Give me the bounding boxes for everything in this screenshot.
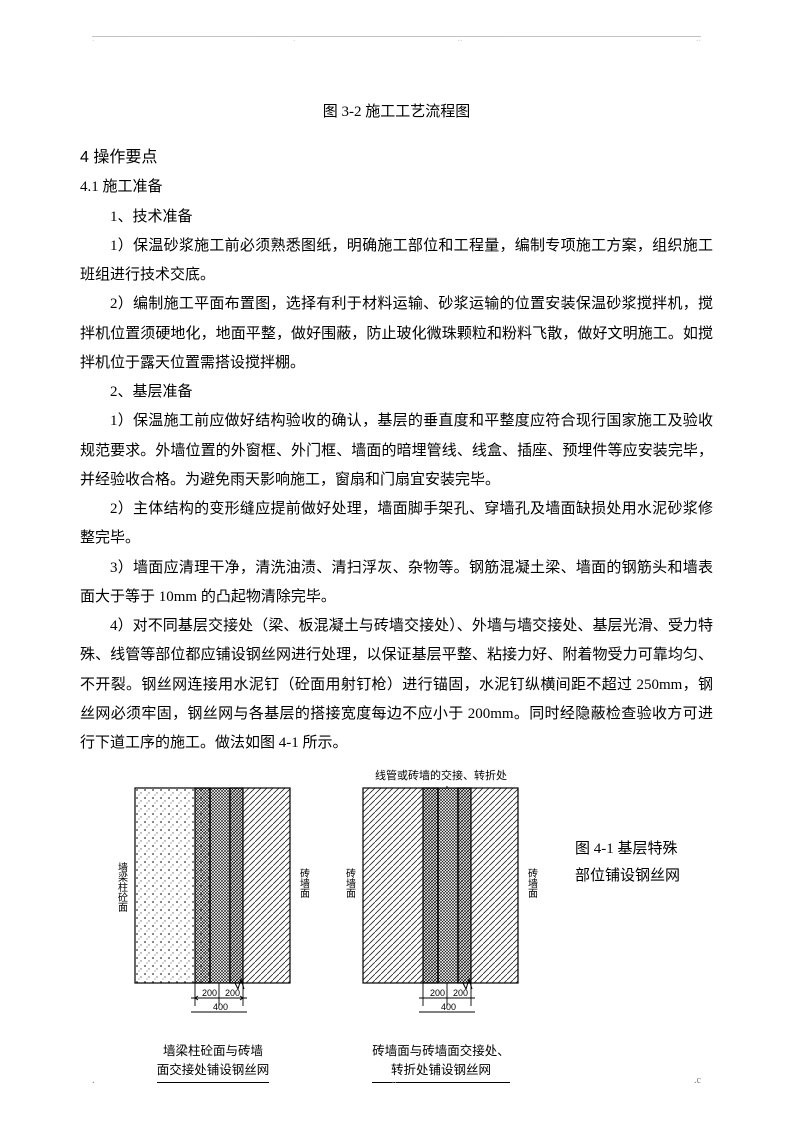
label-right: 砖墙面 [297,867,309,899]
figure-top-annotation: 线管或砖墙的交接、转折处 [375,766,507,782]
paragraph: 2）主体结构的变形缝应提前做好处理，墙面脚手架孔、穿墙孔及墙面缺损处用水泥砂浆修… [80,495,713,554]
section-4-heading: 4 操作要点 [80,142,713,173]
footer-dot: . [92,1071,95,1091]
figure-caption-3-2: 图 3-2 施工工艺流程图 [80,98,713,127]
header-dot: . [293,29,296,49]
diagram-right: 200 200 400 砖墙面 砖墙面 [341,784,541,1032]
label-left: 墙梁柱砼面 [115,861,127,913]
dim-200: 200 [430,988,445,998]
header-rule: . . .. .. [92,36,701,38]
label-left: 砖墙面 [343,867,355,899]
caption-line: 墙梁柱砼面与砖墙 [163,1044,263,1058]
paragraph: 2）编制施工平面布置图，选择有利于材料运输、砂浆运输的位置安装保温砂浆搅拌机，搅… [80,290,713,378]
paragraph: 1）保温施工前应做好结构验收的确认，基层的垂直度和平整度应符合现行国家施工及验收… [80,407,713,495]
figure-4-1-caption: 图 4-1 基层特殊 部位铺设钢丝网 [575,836,680,890]
footer-dot: .c [694,1071,701,1091]
header-dot: .. [457,29,462,49]
dim-200: 200 [225,988,240,998]
footer: . .. .c [92,1071,701,1091]
paragraph: 1）保温砂浆施工前必须熟悉图纸，明确施工部位和工程量，编制专项施工方案，组织施工… [80,232,713,291]
content: 图 3-2 施工工艺流程图 4 操作要点 4.1 施工准备 1、技术准备 1）保… [80,98,713,1083]
section-4-1-heading: 4.1 施工准备 [80,173,713,202]
figure-4-1: 200 200 400 墙梁柱砼面 砖墙面 墙梁柱砼面与砖墙 面交接处铺设钢丝网… [80,766,713,1083]
dim-200: 200 [202,988,217,998]
footer-dot: .. [392,1071,397,1091]
header-dot: . [92,29,95,49]
diagram-left: 200 200 400 墙梁柱砼面 砖墙面 [113,784,313,1032]
caption-line: 部位铺设钢丝网 [575,868,680,884]
caption-line: 砖墙面与砖墙面交接处、 [372,1044,510,1058]
dim-400: 400 [441,1002,456,1012]
label-right: 砖墙面 [525,867,537,899]
caption-line: 图 4-1 基层特殊 [575,841,678,857]
paragraph: 4）对不同基层交接处（梁、板混凝土与砖墙交接处）、外墙与墙交接处、基层光滑、受力… [80,612,713,758]
paragraph: 3）墙面应清理干净，清洗油渍、清扫浮灰、杂物等。钢筋混凝土梁、墙面的钢筋头和墙表… [80,554,713,613]
header-dot: .. [696,29,701,49]
item-4-1-2-label: 2、基层准备 [80,378,713,407]
item-4-1-1-label: 1、技术准备 [80,203,713,232]
dim-400: 400 [213,1002,228,1012]
dim-200: 200 [453,988,468,998]
figure-left-panel: 200 200 400 墙梁柱砼面 砖墙面 墙梁柱砼面与砖墙 面交接处铺设钢丝网 [113,766,313,1083]
page: . . .. .. 图 3-2 施工工艺流程图 4 操作要点 4.1 施工准备 … [0,0,793,1122]
figure-right-panel: 线管或砖墙的交接、转折处 [341,766,541,1083]
